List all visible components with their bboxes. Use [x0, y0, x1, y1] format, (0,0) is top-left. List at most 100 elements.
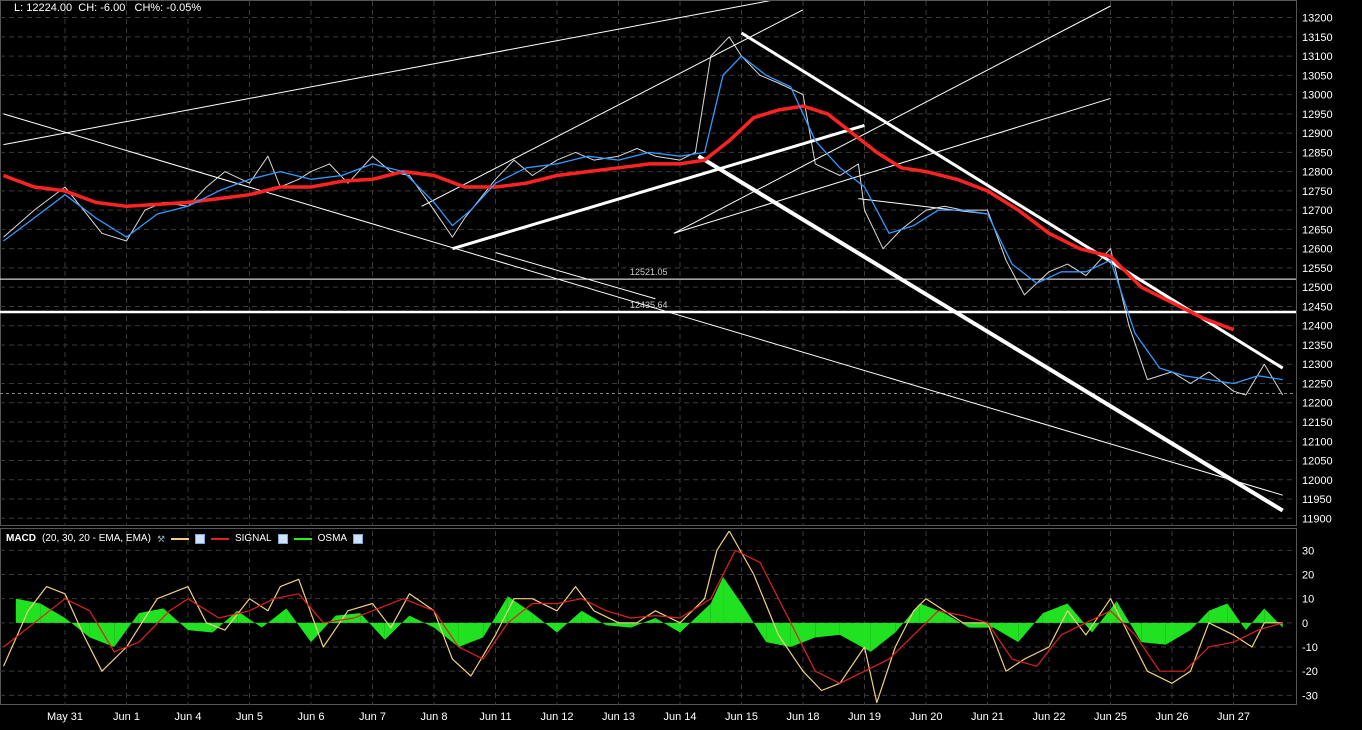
osma-bar: [630, 618, 656, 628]
x-tick-label: Jun 13: [602, 711, 635, 723]
y-tick-label: 12700: [1302, 205, 1333, 217]
osma-bar: [606, 622, 631, 628]
x-tick-label: Jun 26: [1155, 711, 1188, 723]
horizontal-levels: 12521.05 12435.64: [0, 267, 1296, 394]
macd-title: MACD: [6, 533, 36, 544]
osma-bar: [163, 608, 188, 631]
osma-bar: [1165, 622, 1191, 645]
osma-label: OSMA: [317, 533, 348, 544]
y-tick-label: 12550: [1302, 263, 1333, 275]
osma-bar: [138, 608, 164, 623]
y-tick-label: 13100: [1302, 51, 1333, 63]
x-tick-label: Jun 27: [1217, 711, 1250, 723]
osma-bar: [335, 613, 361, 623]
macd-series-line: [3, 549, 1283, 684]
level-label: 12521.05: [630, 267, 668, 277]
osma-bar: [870, 622, 896, 652]
osma-bar: [790, 622, 816, 647]
price-series-line: [2, 104, 1235, 332]
osma-bar: [311, 615, 336, 643]
y-tick-label: 13200: [1302, 13, 1333, 25]
osma-bar: [188, 622, 213, 633]
osma-bar: [741, 603, 767, 643]
y-tick-label: 13000: [1302, 90, 1333, 102]
x-tick-label: Jun 6: [298, 711, 325, 723]
y-tick-label: 12200: [1302, 398, 1333, 410]
osma-bar: [680, 603, 711, 633]
price-series-line: [3, 55, 1283, 385]
y-tick-label: 12350: [1302, 340, 1333, 352]
level-label: 12435.64: [630, 300, 668, 310]
signal-visible-checkbox[interactable]: [277, 533, 288, 544]
osma-bar: [1116, 601, 1142, 643]
trendline: [452, 123, 865, 251]
y-tick-label: 12800: [1302, 167, 1333, 179]
trendline: [673, 97, 1111, 234]
osma-bar: [839, 622, 871, 652]
y-tick-label: 12050: [1302, 456, 1333, 468]
y-tick-label: 12100: [1302, 436, 1333, 448]
osma-visible-checkbox[interactable]: [353, 533, 364, 544]
y-tick-label: 13150: [1302, 32, 1333, 44]
signal-label: SIGNAL: [234, 533, 272, 544]
trendline: [421, 9, 804, 207]
x-tick-label: Jun 25: [1094, 711, 1127, 723]
osma-bar: [286, 608, 311, 643]
osma-bar: [65, 618, 90, 638]
x-tick-label: Jun 21: [971, 711, 1004, 723]
osma-bar: [114, 613, 139, 647]
osma-bar: [1018, 613, 1043, 643]
osma-bar: [384, 615, 410, 640]
y-tick-label: 12750: [1302, 186, 1333, 198]
macd-line-swatch: [170, 537, 189, 540]
x-tick-label: Jun 19: [848, 711, 881, 723]
y-tick-label: 12450: [1302, 301, 1333, 313]
y-tick-label: 13050: [1302, 70, 1333, 82]
osma-bar: [1264, 608, 1283, 628]
x-tick-label: Jun 1: [113, 711, 140, 723]
macd-y-tick-label: 20: [1302, 570, 1314, 582]
price-series-line: [3, 36, 1284, 396]
x-tick-label: Jun 8: [421, 711, 448, 723]
trendline: [697, 154, 1284, 513]
osma-bar: [655, 618, 680, 633]
osma-bar: [458, 622, 484, 647]
osma-bar: [483, 596, 508, 638]
osma-bar: [1092, 601, 1117, 633]
osma-bar: [1208, 603, 1228, 623]
x-tick-label: Jun 18: [786, 711, 819, 723]
y-tick-label: 12600: [1302, 244, 1333, 256]
wrench-icon[interactable]: ⚒: [156, 533, 166, 544]
y-tick-label: 12850: [1302, 147, 1333, 159]
trendline: [3, 113, 1283, 496]
x-tick-label: Jun 4: [175, 711, 202, 723]
price-change: CH: -6.00: [78, 2, 126, 14]
macd-visible-checkbox[interactable]: [194, 533, 205, 544]
x-tick-label: Jun 12: [540, 711, 573, 723]
y-tick-label: 12400: [1302, 321, 1333, 333]
x-tick-label: Jun 20: [909, 711, 942, 723]
y-tick-label: 11900: [1302, 513, 1332, 525]
osma-bar: [723, 576, 742, 623]
y-tick-label: 12900: [1302, 128, 1333, 140]
price-header: L: 12224.00 CH: -6.00 CH%: -0.05%: [14, 2, 201, 14]
osma-bar: [581, 610, 607, 626]
macd-panel-border: [0, 528, 1297, 705]
osma-bar: [434, 622, 459, 647]
y-tick-label: 12650: [1302, 224, 1333, 236]
y-tick-label: 11950: [1302, 494, 1332, 506]
osma-bar: [409, 615, 434, 628]
trendline: [858, 198, 988, 215]
price-panel-border: [0, 0, 1297, 526]
x-tick-label: Jun 11: [479, 711, 511, 723]
osma-bar: [1245, 608, 1265, 631]
osma-bar: [557, 610, 582, 633]
macd-params: (20, 30, 20 - EMA, EMA): [42, 533, 151, 544]
x-tick-label: May 31: [47, 711, 83, 723]
osma-bar: [1190, 610, 1209, 631]
macd-series: [2, 531, 1283, 704]
trendline: [3, 1, 771, 146]
osma-bar: [1227, 603, 1246, 631]
x-tick-label: Jun 5: [236, 711, 263, 723]
